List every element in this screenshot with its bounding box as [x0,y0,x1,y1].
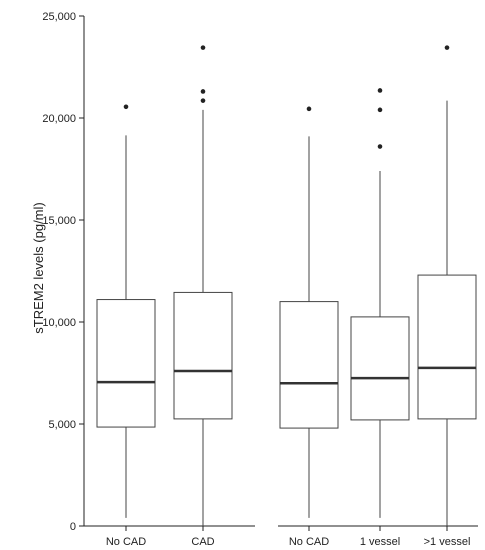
y-tick-label: 5,000 [48,419,76,431]
iqr-box [173,291,233,420]
box-group [173,45,233,526]
y-tick-label: 0 [70,521,76,533]
outlier-point [123,104,129,110]
outlier-point [377,88,383,93]
y-axis-label: sTREM2 levels (pg/ml) [31,202,46,333]
x-tick-label: No CAD [106,536,146,548]
outlier-point [377,107,383,113]
y-tick-label: 10,000 [42,317,76,329]
box-group [350,88,410,518]
outlier-point [444,45,450,50]
x-tick-label: No CAD [289,536,329,548]
box-group [279,106,339,518]
x-tick-label: CAD [191,536,214,548]
iqr-box [96,299,156,428]
outlier-point [200,89,206,94]
outlier-point [200,98,206,103]
y-tick-label: 15,000 [42,215,76,227]
y-tick-label: 25,000 [42,11,76,23]
chart-marks [96,45,477,526]
outlier-point [200,45,206,50]
outlier-point [306,106,312,112]
iqr-box [350,316,410,421]
x-tick-label: >1 vessel [424,536,471,548]
box-group [417,45,477,526]
y-tick-label: 20,000 [42,113,76,125]
box-group [96,104,156,518]
iqr-box [279,301,339,429]
outlier-point [377,144,383,149]
x-tick-label: 1 vessel [360,536,400,548]
axes: 0 5,000 10,000 15,000 20,000 25,000 No CAD CAD N… [42,11,478,548]
iqr-box [417,274,477,420]
